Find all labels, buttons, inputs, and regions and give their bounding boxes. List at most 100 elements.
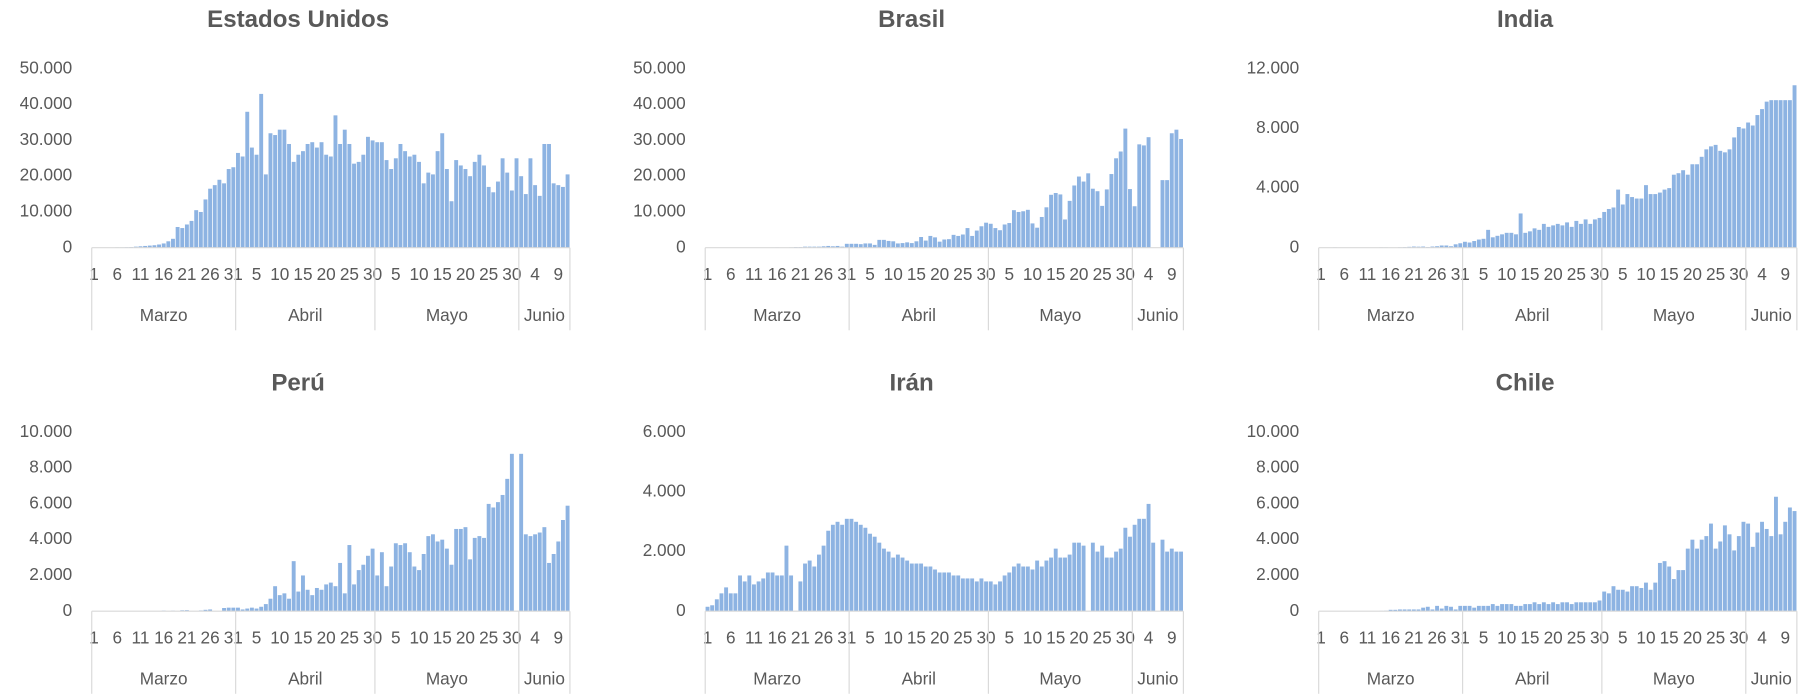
bar [393, 543, 398, 612]
bar [1732, 137, 1737, 248]
x-tick-label: 25 [1706, 627, 1725, 647]
bar [375, 575, 380, 612]
bar [352, 163, 356, 248]
bar [449, 564, 454, 612]
bar [1741, 128, 1746, 248]
bar [482, 537, 486, 612]
bar [1402, 609, 1407, 612]
bar [1588, 223, 1593, 248]
bar [268, 598, 273, 612]
bar [1704, 536, 1709, 612]
bar [426, 536, 431, 612]
bar [1081, 181, 1086, 248]
y-tick-label: 10.000 [20, 421, 73, 441]
bar [277, 129, 282, 248]
bar [458, 165, 463, 248]
bar [872, 536, 877, 612]
bar [273, 586, 278, 612]
bar [1569, 226, 1574, 248]
bar [222, 608, 226, 612]
bar [1141, 145, 1146, 248]
bar [509, 453, 514, 612]
bar [324, 584, 329, 612]
x-tick-label: 10 [1023, 264, 1042, 284]
bar [756, 581, 761, 612]
x-tick-label: 5 [1618, 627, 1628, 647]
bar [1555, 223, 1560, 248]
bar [1699, 539, 1704, 612]
bar [495, 181, 500, 248]
y-tick-label: 10.000 [20, 201, 73, 221]
bar [426, 172, 431, 248]
bar [1681, 170, 1686, 248]
x-tick-label: 5 [252, 627, 262, 647]
x-tick-label: 25 [953, 264, 972, 284]
bar [738, 575, 742, 612]
x-tick-label: 4 [1757, 264, 1767, 284]
bar [919, 563, 924, 612]
bar [1021, 566, 1026, 612]
bar [1035, 227, 1040, 248]
y-tick-label: 6.000 [1256, 492, 1299, 512]
bar [1769, 100, 1774, 248]
bar [1579, 602, 1583, 612]
bar [858, 244, 863, 248]
bar [1128, 189, 1132, 248]
month-label: Mayo [1653, 305, 1695, 325]
bar [537, 532, 542, 612]
x-tick-label: 20 [930, 264, 949, 284]
bar [1681, 570, 1686, 612]
bar [407, 552, 412, 612]
bar [868, 533, 872, 612]
bar [319, 142, 324, 248]
x-tick-label: 5 [252, 264, 262, 284]
x-tick-label: 11 [1359, 627, 1377, 647]
bar [1174, 129, 1179, 248]
x-tick-label: 10 [409, 627, 428, 647]
bar [779, 575, 784, 612]
bar [1537, 604, 1542, 612]
bar [379, 552, 384, 612]
x-tick-label: 20 [1683, 264, 1702, 284]
bar [1007, 572, 1012, 612]
bar [1174, 551, 1179, 612]
bar [965, 228, 970, 248]
bar [724, 587, 729, 612]
bar [454, 528, 459, 612]
bar [1486, 605, 1491, 612]
bar [923, 240, 928, 248]
bar [560, 520, 565, 612]
x-tick-label: 9 [1780, 264, 1790, 284]
bar [268, 133, 273, 248]
month-label: Abril [902, 669, 936, 689]
bar [835, 245, 840, 248]
bar [1058, 557, 1063, 612]
bar [328, 156, 333, 248]
bar [1709, 523, 1713, 612]
bar [1602, 211, 1607, 248]
bar [491, 507, 496, 612]
x-tick-label: 25 [1567, 264, 1586, 284]
month-label: Abril [902, 305, 936, 325]
bar [440, 539, 445, 612]
x-tick-label: 16 [154, 627, 173, 647]
bar [1146, 503, 1151, 612]
bar [1755, 115, 1760, 248]
x-tick-label: 6 [112, 627, 122, 647]
bar [1472, 607, 1477, 612]
bar [366, 136, 370, 248]
bar [1611, 207, 1616, 248]
bar [974, 581, 979, 612]
bar [1430, 609, 1435, 612]
bar [444, 169, 449, 248]
bar [282, 593, 287, 612]
month-label: Mayo [1039, 305, 1081, 325]
x-tick-label: 21 [791, 264, 810, 284]
bar [338, 143, 343, 248]
bar [1514, 605, 1518, 612]
bar [1100, 545, 1105, 612]
bar [1179, 138, 1184, 248]
bar [840, 524, 845, 612]
x-tick-label: 31 [1451, 264, 1470, 284]
x-tick-label: 6 [1339, 627, 1349, 647]
